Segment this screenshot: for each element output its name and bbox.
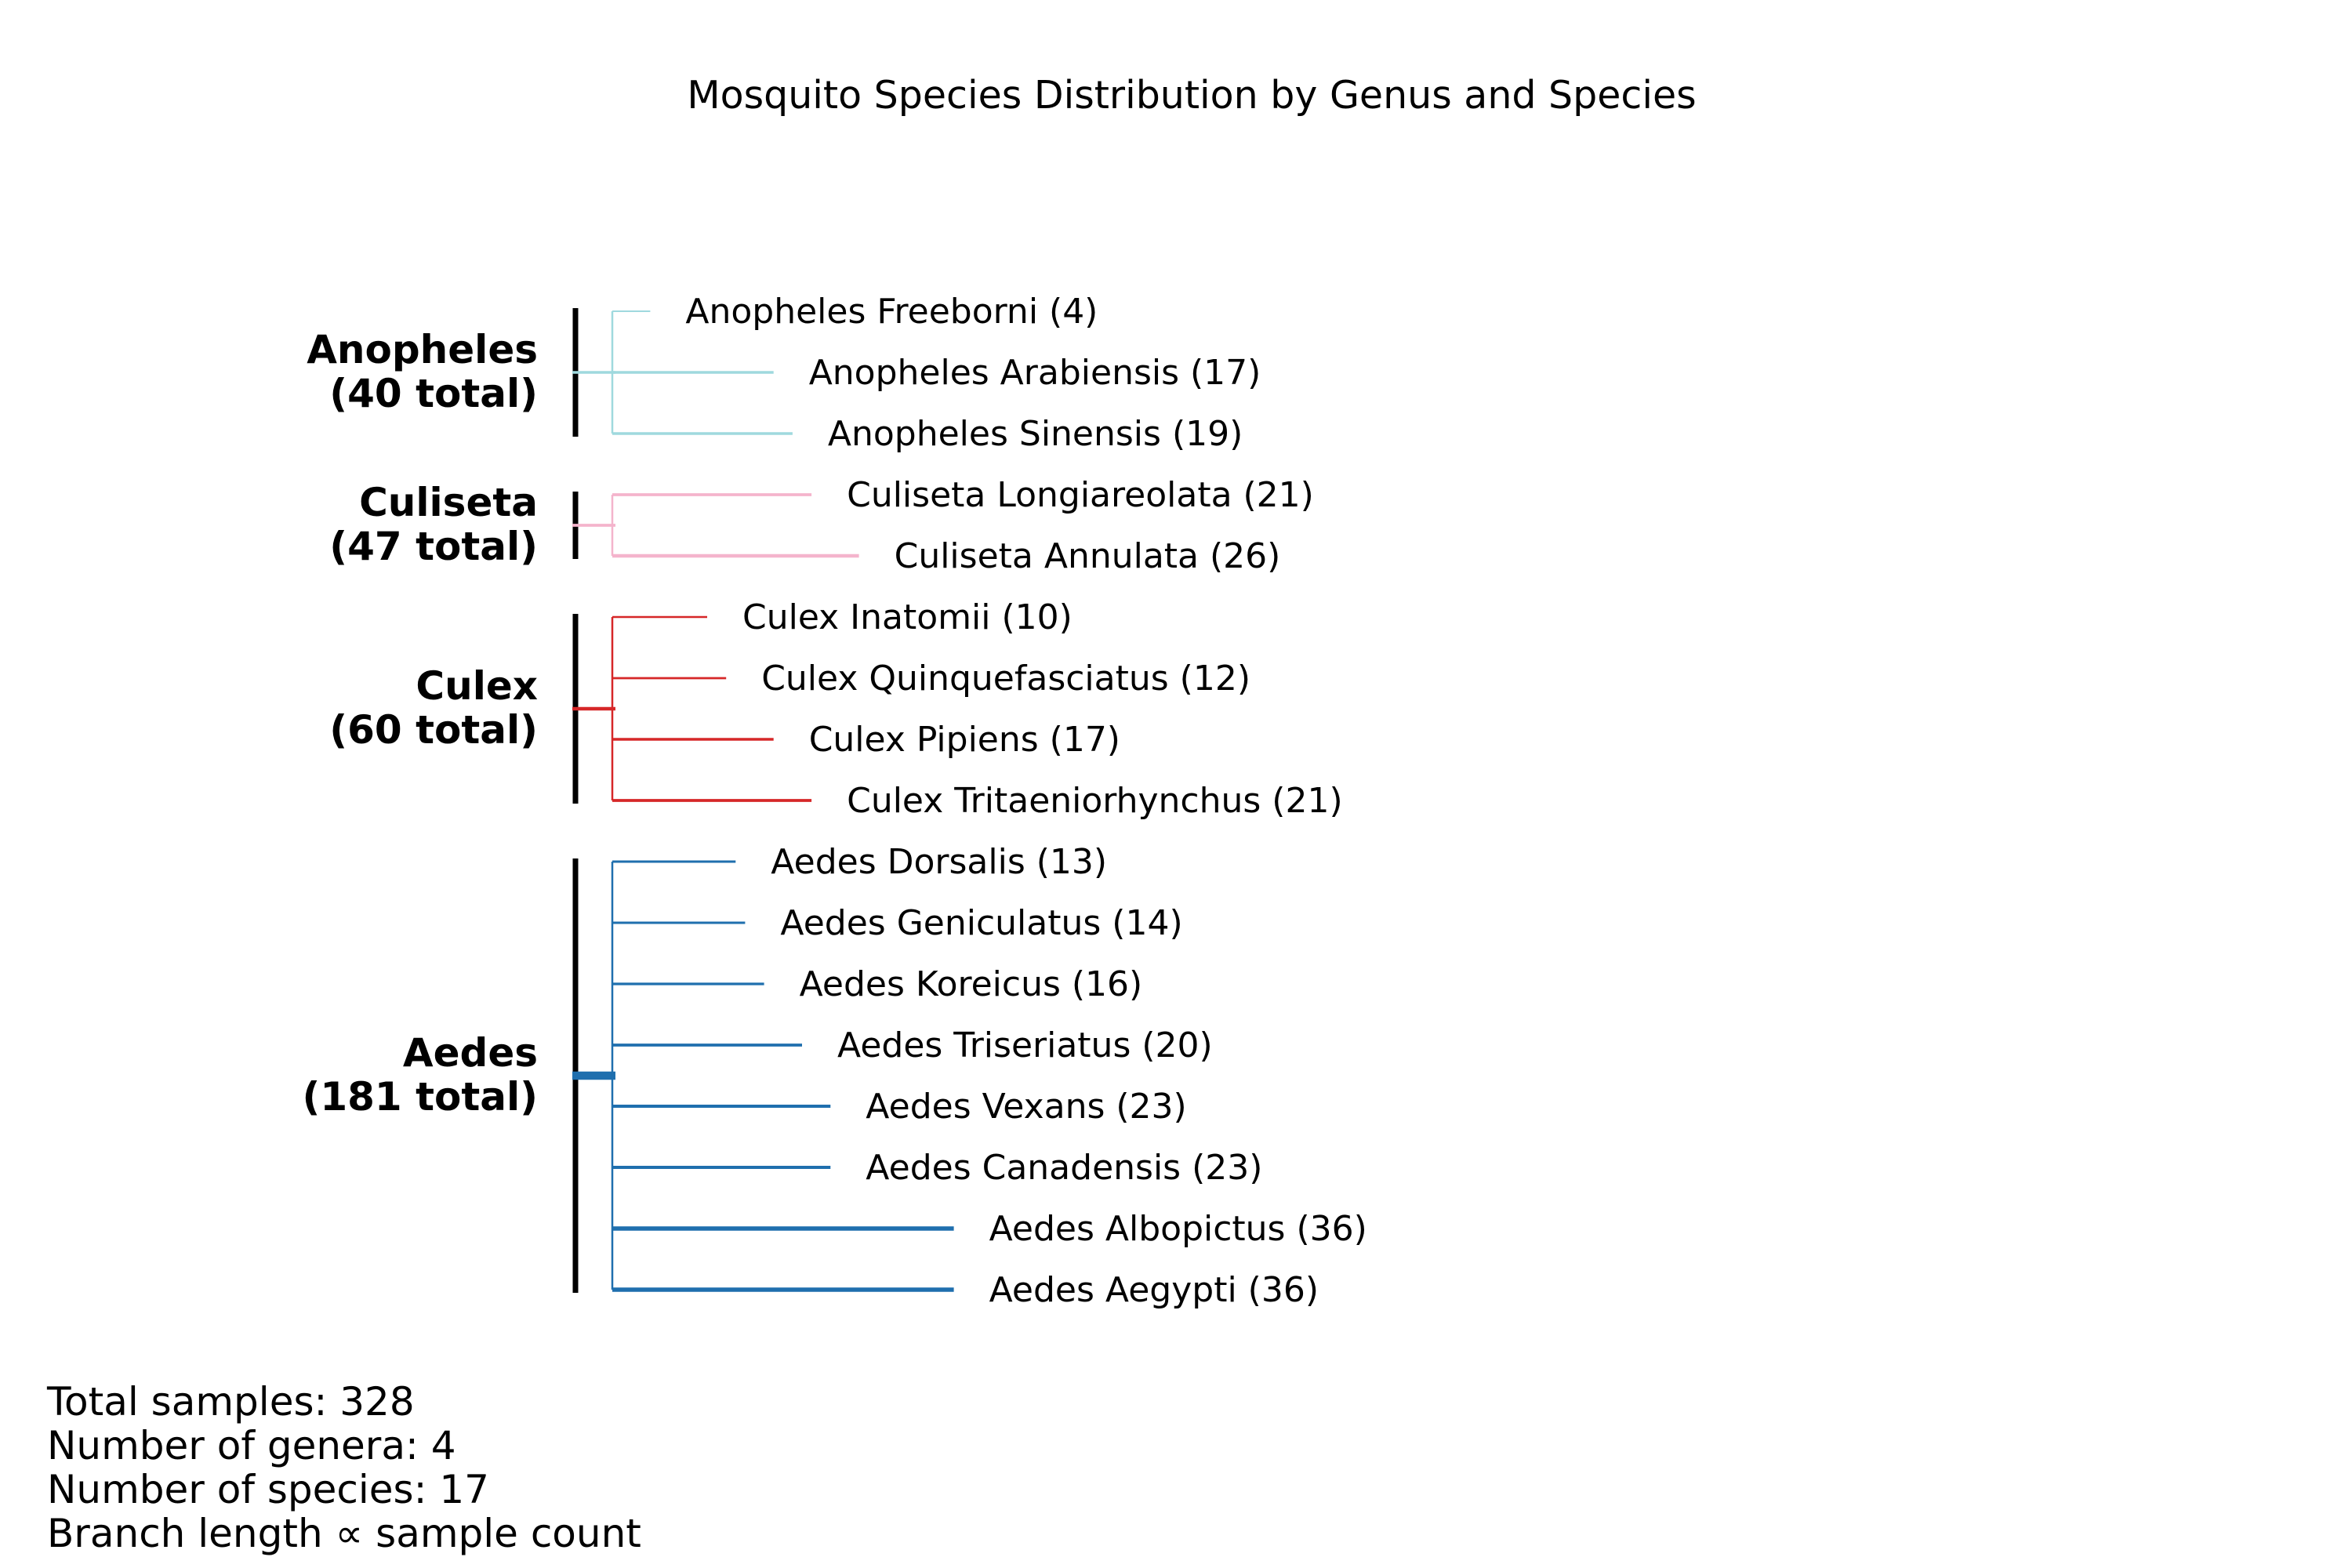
chart-title: Mosquito Species Distribution by Genus a… [687,73,1696,118]
stat-number-of-genera: Number of genera: 4 [47,1423,456,1468]
stat-number-of-species: Number of species: 17 [47,1467,489,1512]
species-label: Culex Inatomii (10) [742,597,1073,637]
species-label: Culiseta Longiareolata (21) [847,475,1314,515]
species-label: Aedes Aegypti (36) [989,1270,1319,1310]
species-label: Aedes Geniculatus (14) [780,903,1182,943]
species-label: Aedes Albopictus (36) [989,1209,1367,1249]
genus-total-culex: (60 total) [329,707,538,753]
genus-label-anopheles: Anopheles [307,327,538,372]
genus-total-aedes: (181 total) [302,1074,538,1120]
species-label: Anopheles Sinensis (19) [828,414,1243,454]
genus-total-culiseta: (47 total) [329,524,538,569]
species-label: Aedes Vexans (23) [866,1087,1186,1127]
species-label: Culex Pipiens (17) [809,720,1120,760]
species-label: Anopheles Arabiensis (17) [809,353,1261,393]
genus-label-culex: Culex [416,663,538,709]
genus-label-culiseta: Culiseta [359,480,538,525]
genus-total-anopheles: (40 total) [329,371,538,416]
species-label: Culex Tritaeniorhynchus (21) [847,781,1343,821]
species-label: Culiseta Annulata (26) [895,536,1281,576]
species-label: Anopheles Freeborni (4) [685,292,1098,332]
species-label: Aedes Triseriatus (20) [837,1025,1213,1065]
summary-stats: Total samples: 328 Number of genera: 4 N… [47,1380,641,1555]
stat-total-samples: Total samples: 328 [47,1379,415,1425]
stat-branch-length-note: Branch length ∝ sample count [47,1511,641,1556]
species-label: Culex Quinquefasciatus (12) [761,659,1250,699]
species-label: Aedes Dorsalis (13) [771,842,1107,882]
genus-label-aedes: Aedes [403,1030,538,1076]
species-label: Aedes Koreicus (16) [800,964,1143,1004]
species-label: Aedes Canadensis (23) [866,1148,1262,1188]
